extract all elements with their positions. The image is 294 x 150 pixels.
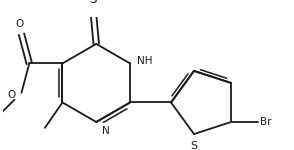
Text: Br: Br	[260, 117, 272, 127]
Text: S: S	[191, 141, 198, 150]
Text: NH: NH	[137, 57, 153, 66]
Text: N: N	[102, 126, 110, 136]
Text: S: S	[89, 0, 97, 6]
Text: O: O	[15, 20, 24, 30]
Text: O: O	[8, 90, 16, 100]
